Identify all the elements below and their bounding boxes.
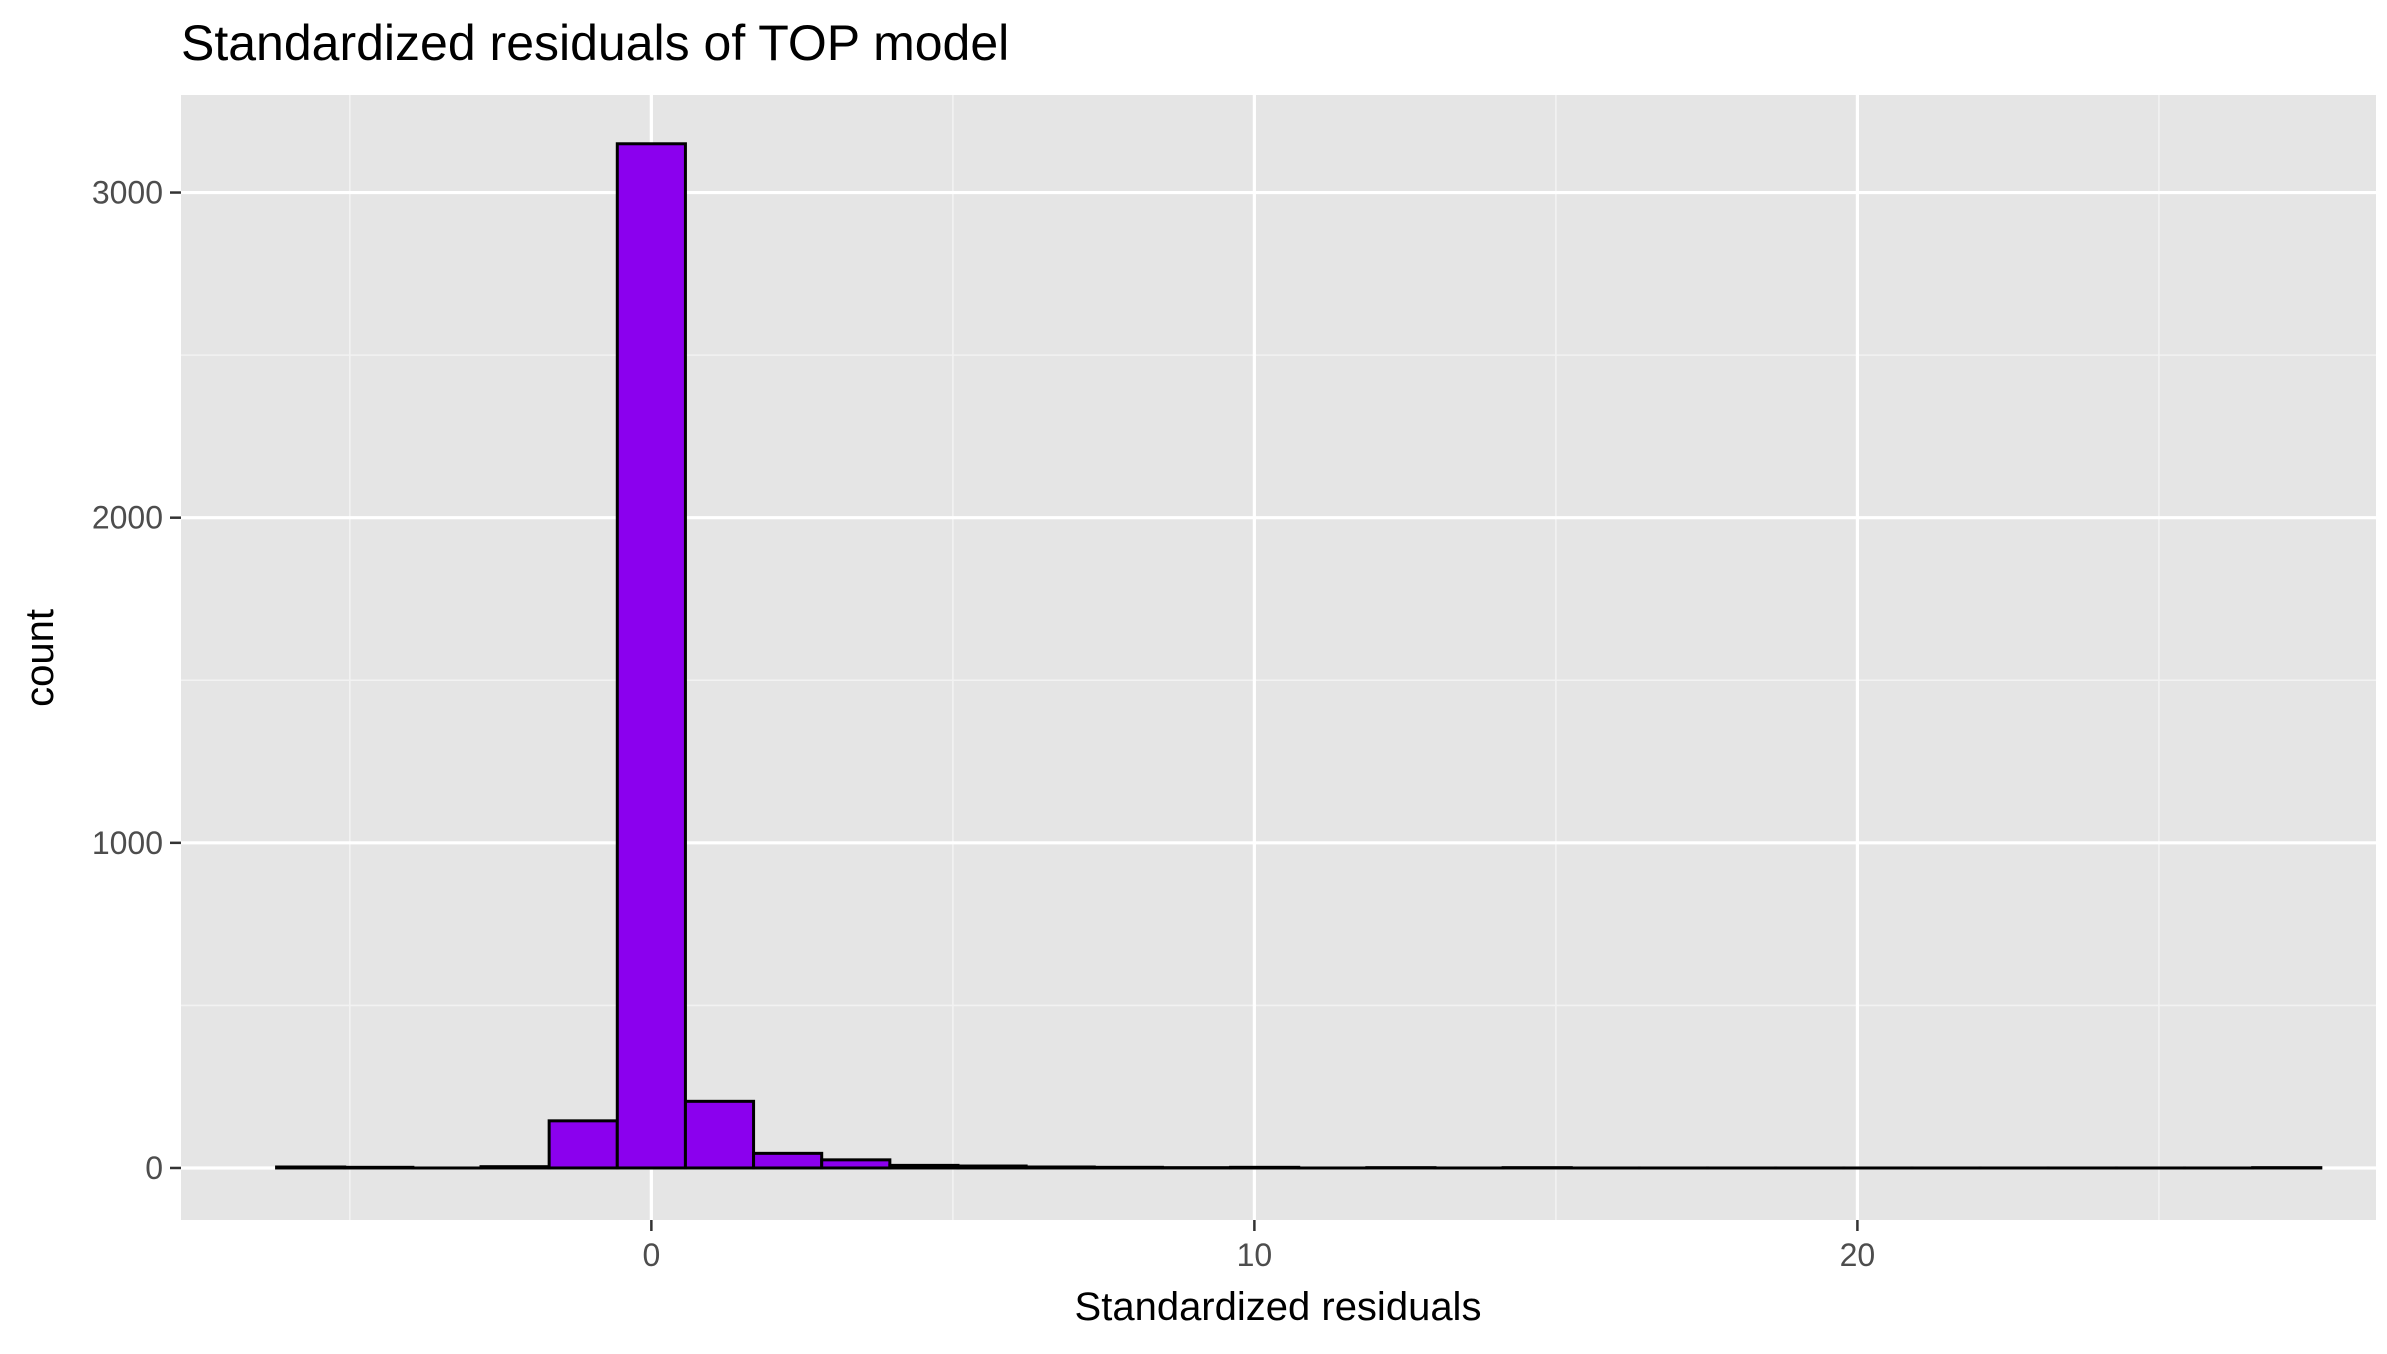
x-axis: 0 10 20 <box>642 1220 1875 1273</box>
x-tick-label: 0 <box>642 1237 660 1273</box>
y-tick-label: 2000 <box>92 500 163 536</box>
histogram-bar <box>547 1119 619 1170</box>
histogram-bar <box>888 1163 960 1170</box>
chart-title: Standardized residuals of TOP model <box>181 15 1009 71</box>
histogram-bar <box>275 1165 347 1170</box>
histogram-bar <box>479 1165 551 1170</box>
minor-gridlines <box>181 95 2376 1220</box>
histogram-bar <box>1024 1165 1096 1170</box>
x-tick-label: 20 <box>1840 1237 1876 1273</box>
y-axis-title: count <box>18 609 62 707</box>
histogram-bar <box>956 1164 1028 1170</box>
x-tick-label: 10 <box>1237 1237 1273 1273</box>
y-tick-label: 3000 <box>92 175 163 211</box>
x-axis-title: Standardized residuals <box>1075 1285 1482 1329</box>
histogram-bar <box>752 1151 824 1170</box>
histogram-bar <box>820 1158 892 1170</box>
histogram-bar <box>1229 1165 1301 1170</box>
histogram-bar <box>1092 1165 1164 1170</box>
y-axis: 0 1000 2000 3000 <box>92 175 181 1186</box>
histogram-bar <box>615 142 687 1170</box>
histogram-bar <box>683 1099 756 1170</box>
plot-panel <box>181 95 2376 1220</box>
histogram-bars <box>275 142 2323 1170</box>
y-tick-label: 0 <box>145 1150 163 1186</box>
histogram-bar <box>343 1165 415 1170</box>
y-tick-label: 1000 <box>92 825 163 861</box>
